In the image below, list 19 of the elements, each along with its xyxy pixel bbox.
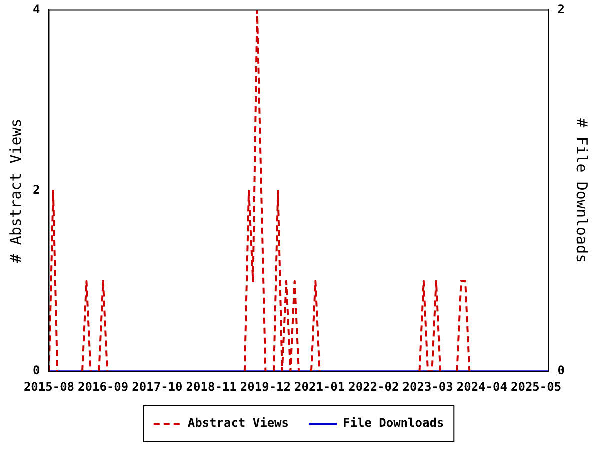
x-tick-label: 2015-08 bbox=[24, 380, 75, 394]
y-tick-label: 0 bbox=[32, 364, 40, 378]
x-tick-label: 2017-10 bbox=[132, 380, 183, 394]
x-tick-label: 2021-01 bbox=[294, 380, 346, 394]
x-tick-label: 2022-02 bbox=[348, 380, 400, 394]
legend-label: File Downloads bbox=[343, 416, 444, 430]
y2-axis-title: # File Downloads bbox=[573, 118, 592, 264]
x-tick-label: 2023-03 bbox=[402, 380, 454, 394]
y-axis-title: # Abstract Views bbox=[6, 118, 25, 264]
legend-label: Abstract Views bbox=[188, 416, 290, 430]
y2-tick-label: 2 bbox=[558, 2, 566, 16]
x-tick-label: 2016-09 bbox=[78, 380, 129, 394]
y-tick-label: 2 bbox=[32, 183, 40, 198]
x-tick-label: 2019-12 bbox=[240, 380, 291, 394]
x-tick-label: 2025-05 bbox=[511, 380, 562, 394]
x-tick-label: 2018-11 bbox=[186, 380, 237, 394]
y2-tick-label: 0 bbox=[558, 364, 566, 378]
x-tick-label: 2024-04 bbox=[456, 380, 508, 394]
y-tick-label: 4 bbox=[32, 2, 40, 16]
